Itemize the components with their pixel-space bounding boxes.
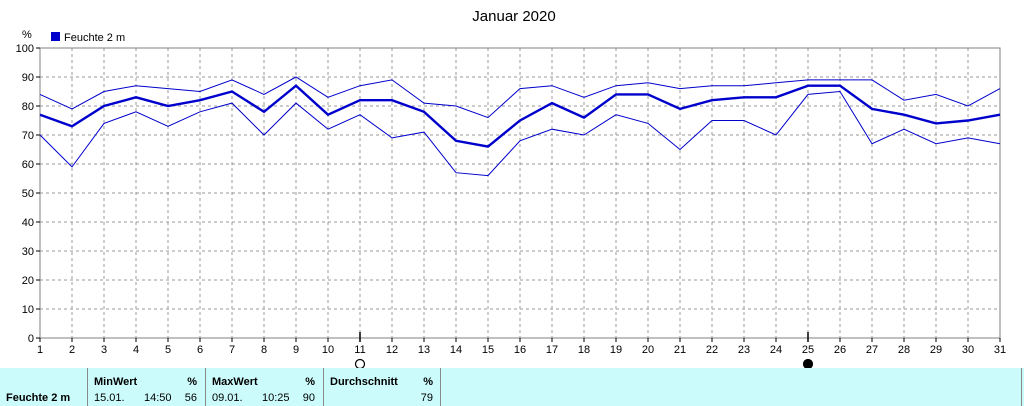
x-tick-label: 25	[802, 344, 814, 356]
legend-swatch	[51, 32, 60, 41]
new-moon-icon	[354, 358, 366, 368]
chart-title: Januar 2020	[472, 8, 555, 25]
x-tick-label: 28	[898, 344, 910, 356]
y-tick-label: 30	[22, 246, 34, 258]
grid	[40, 48, 1000, 338]
x-tick-label: 1	[37, 344, 43, 356]
y-tick-label: 60	[22, 159, 34, 171]
x-tick-label: 18	[578, 344, 590, 356]
y-tick-label: 20	[22, 275, 34, 287]
x-tick-label: 5	[165, 344, 171, 356]
x-tick-label: 17	[546, 344, 558, 356]
x-tick-label: 3	[101, 344, 107, 356]
min-value: 56	[184, 392, 197, 404]
y-tick-label: 10	[22, 304, 34, 316]
min-time: 14:50	[144, 392, 172, 404]
statistics-footer: Feuchte 2 m MinWert % 15.01. 14:50 56 Ma…	[0, 368, 1024, 406]
x-tick-label: 19	[610, 344, 622, 356]
x-tick-label: 20	[642, 344, 654, 356]
min-unit: %	[187, 376, 197, 388]
legend-label: Feuchte 2 m	[64, 32, 125, 44]
x-tick-label: 31	[994, 344, 1006, 356]
y-tick-label: 70	[22, 130, 34, 142]
x-tick-label: 16	[514, 344, 526, 356]
x-tick-label: 11	[354, 344, 365, 356]
series-line-min	[39, 90, 1001, 177]
footer-min-cell: MinWert % 15.01. 14:50 56	[88, 368, 206, 406]
max-value: 90	[302, 392, 315, 404]
x-tick-label: 10	[322, 344, 334, 356]
y-axis-unit: %	[22, 29, 32, 41]
x-tick-label: 22	[706, 344, 718, 356]
x-tick-label: 6	[197, 344, 203, 356]
max-time: 10:25	[262, 392, 290, 404]
y-tick-label: 100	[16, 43, 34, 55]
x-tick-label: 27	[866, 344, 878, 356]
series-line-mean	[39, 84, 1001, 148]
series-line-max	[39, 76, 1001, 119]
footer-empty-cell	[441, 368, 1022, 406]
x-tick-label: 23	[738, 344, 750, 356]
footer-max-cell: MaxWert % 09.01. 10:25 90	[206, 368, 324, 406]
max-header: MaxWert	[212, 376, 258, 388]
x-tick-label: 2	[69, 344, 75, 356]
min-date: 15.01.	[94, 392, 125, 404]
y-tick-label: 40	[22, 217, 34, 229]
x-tick-label: 30	[962, 344, 974, 356]
x-tick-label: 8	[261, 344, 267, 356]
x-tick-label: 24	[770, 344, 782, 356]
y-tick-label: 90	[22, 72, 34, 84]
x-tick-label: 4	[133, 344, 139, 356]
x-tick-label: 26	[834, 344, 846, 356]
x-tick-label: 21	[674, 344, 686, 356]
moon-phases	[354, 332, 814, 368]
x-tick-label: 15	[482, 344, 494, 356]
full-moon-icon	[802, 358, 814, 368]
footer-avg-cell: Durchschnitt % 79	[324, 368, 441, 406]
x-tick-label: 13	[418, 344, 430, 356]
footer-row-label: Feuchte 2 m	[6, 392, 71, 404]
x-tick-label: 29	[930, 344, 942, 356]
avg-value: 79	[420, 392, 433, 404]
humidity-chart: Januar 2020 % Feuchte 2 m 0 10 20 30 40 50 60 7…	[16, 8, 1006, 368]
min-header: MinWert	[94, 376, 138, 388]
y-tick-label: 0	[28, 333, 34, 345]
footer-row-label-cell: Feuchte 2 m	[0, 368, 88, 406]
x-tick-label: 12	[386, 344, 398, 356]
avg-unit: %	[423, 376, 433, 388]
avg-header: Durchschnitt	[330, 376, 398, 388]
max-unit: %	[305, 376, 315, 388]
series	[39, 76, 1001, 177]
x-tick-label: 9	[293, 344, 299, 356]
max-date: 09.01.	[212, 392, 243, 404]
y-tick-label: 80	[22, 101, 34, 113]
x-tick-label: 7	[229, 344, 235, 356]
y-tick-label: 50	[22, 188, 34, 200]
x-tick-label: 14	[450, 344, 462, 356]
